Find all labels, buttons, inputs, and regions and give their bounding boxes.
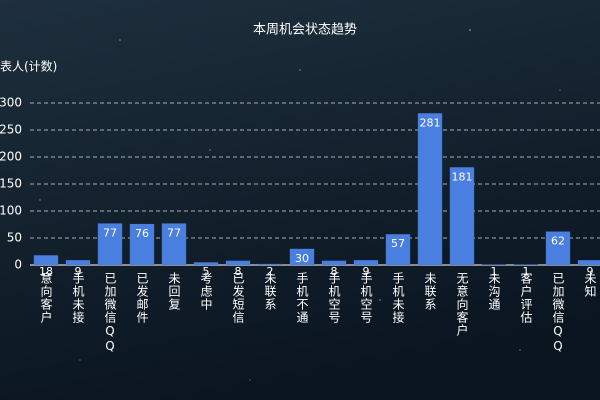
bar: [417, 113, 443, 265]
y-tick-label: 300: [0, 96, 22, 110]
y-tick-label: 150: [0, 177, 22, 191]
value-label: 5: [203, 265, 210, 278]
value-label: 77: [103, 226, 117, 239]
x-tick-label: 手机未接: [71, 272, 85, 324]
bar: [385, 234, 411, 265]
value-label: 9: [363, 265, 370, 278]
x-tick-label: 考虑中: [199, 272, 213, 311]
y-tick-label: 250: [0, 123, 22, 137]
bar: [513, 264, 539, 265]
bar: [545, 231, 571, 265]
value-label: 1: [491, 265, 498, 278]
value-label: 281: [420, 116, 441, 129]
x-tick-label: 已加微信QQ: [551, 272, 565, 354]
value-label: 77: [167, 226, 181, 239]
y-tick-label: 50: [7, 231, 22, 245]
bar: [161, 223, 187, 265]
bar: [577, 260, 600, 265]
value-label: 8: [331, 265, 338, 278]
x-tick-label: 未联系: [423, 272, 437, 311]
value-label: 30: [295, 252, 309, 265]
value-label: 62: [551, 235, 565, 248]
value-label: 181: [452, 170, 473, 183]
stars: [39, 29, 561, 381]
value-label: 76: [135, 227, 149, 240]
bar: [97, 223, 123, 265]
value-label: 9: [587, 265, 594, 278]
bar: [225, 260, 251, 265]
x-tick-label: 未知: [583, 272, 597, 298]
x-tick-label: 手机未接: [391, 272, 405, 324]
value-label: 2: [267, 265, 274, 278]
bar: [33, 255, 59, 265]
x-tick-label: 已发短信: [231, 272, 245, 324]
x-tick-label: 手机空号: [359, 272, 373, 324]
x-tick-label: 已加微信QQ: [103, 272, 117, 354]
x-tick-label: 手机不通: [295, 272, 309, 324]
value-label: 8: [235, 265, 242, 278]
x-tick-label: 无意向客户: [455, 272, 469, 337]
y-tick-label: 200: [0, 150, 22, 164]
bar: [257, 263, 283, 265]
bar: [193, 262, 219, 265]
y-tick-label: 0: [14, 258, 22, 272]
chart-title: 本周机会状态趋势: [253, 22, 357, 38]
bar: [289, 248, 315, 265]
bar: [481, 264, 507, 265]
value-label: 57: [391, 237, 405, 250]
x-tick-label: 客户评估: [519, 271, 533, 324]
bar: [321, 260, 347, 265]
x-tick-label: 未沟通: [487, 272, 501, 311]
y-axis-label: 表人(计数): [0, 59, 57, 74]
bar: [449, 167, 475, 265]
x-tick-label: 手机空号: [327, 272, 341, 324]
x-tick-label: 已发邮件: [135, 272, 149, 324]
y-tick-label: 100: [0, 204, 22, 218]
value-label: 9: [75, 265, 82, 278]
bar: [65, 260, 91, 265]
x-tick-label: 未联系: [263, 272, 277, 311]
value-label: 18: [39, 265, 53, 278]
bar: [353, 260, 379, 265]
x-tick-label: 未回复: [167, 272, 181, 311]
value-label: 1: [523, 265, 530, 278]
x-tick-label: 意向客户: [39, 271, 53, 324]
bar: [129, 223, 155, 265]
